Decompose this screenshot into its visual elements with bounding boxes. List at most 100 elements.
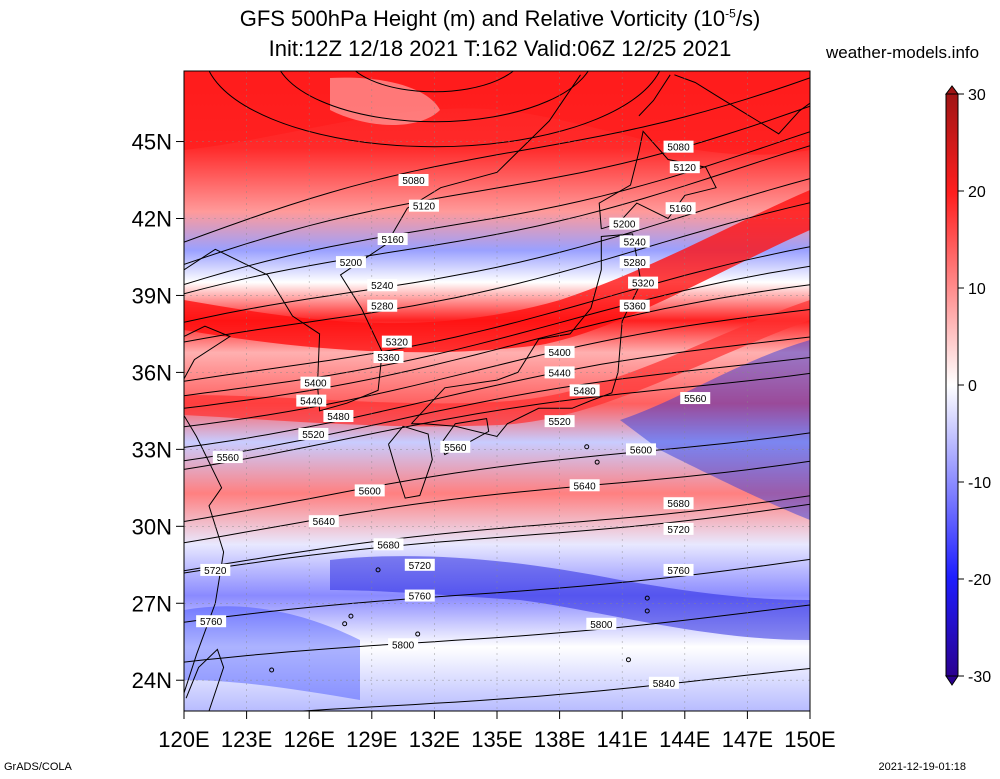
contour-label: 5320 xyxy=(628,276,659,290)
contour-label: 5720 xyxy=(663,522,694,536)
contour-label: 5080 xyxy=(398,174,429,187)
contour-label-box xyxy=(373,538,404,551)
contour-label-box xyxy=(619,299,650,312)
island xyxy=(415,631,421,637)
height-contour xyxy=(184,131,810,286)
lon-label: 144E xyxy=(659,727,710,752)
contour-label: 5080 xyxy=(663,140,694,154)
contour-label: 5120 xyxy=(669,161,700,174)
footer-credit: GrADS/COLA xyxy=(4,761,72,773)
contour-label-box xyxy=(663,563,694,576)
contour-label-text: 5720 xyxy=(204,566,227,577)
contour-label-box xyxy=(569,479,600,492)
contour-label-text: 5440 xyxy=(548,368,571,379)
vorticity-field: 5080 5120 5160 5200 5240 5280 5320 5360 5400 5440… xyxy=(184,71,810,711)
contour-label: 5200 xyxy=(335,256,366,269)
contour-label: 5840 xyxy=(648,676,679,690)
contour-label-text: 5080 xyxy=(667,143,690,154)
contour-label-box xyxy=(381,335,412,348)
contour-label-text: 5080 xyxy=(402,176,425,187)
contour-label-text: 5320 xyxy=(632,279,655,290)
height-contour xyxy=(184,460,810,544)
contour-label: 5440 xyxy=(296,394,327,408)
lat-label: 36N xyxy=(132,360,172,385)
contour-label-box xyxy=(308,515,339,528)
contour-label-text: 5600 xyxy=(359,486,382,497)
contour-label: 5520 xyxy=(544,415,575,428)
contour-label-box xyxy=(367,299,398,312)
coastline xyxy=(598,130,717,230)
contour-label-text: 5600 xyxy=(630,445,653,456)
island xyxy=(644,595,650,601)
contour-label: 5160 xyxy=(665,202,696,215)
contour-label-box xyxy=(663,140,694,153)
contour-label: 5280 xyxy=(619,256,650,269)
contour-label: 5760 xyxy=(663,563,694,577)
contour-label: 5400 xyxy=(544,345,575,359)
low-contour-ring xyxy=(354,71,515,93)
height-contour xyxy=(184,105,810,265)
island xyxy=(625,657,631,663)
contour-label-box xyxy=(619,256,650,269)
height-contour xyxy=(184,372,810,470)
colorbar-label: -30 xyxy=(968,669,991,686)
coastline xyxy=(638,74,671,117)
colorbar-bottom-arrow xyxy=(945,675,959,686)
colorbar-label: 30 xyxy=(968,87,986,104)
lon-label: 141E xyxy=(597,727,648,752)
map-title: GFS 500hPa Height (m) and Relative Vorti… xyxy=(239,6,761,31)
coastline xyxy=(440,418,490,456)
colorbar: 30 20 10 0 -10 -20 -30 xyxy=(945,85,991,686)
contour-label-text: 5120 xyxy=(413,202,436,213)
contour-label-box xyxy=(544,366,575,379)
contour-label: 5640 xyxy=(308,515,339,528)
coastline xyxy=(674,74,810,135)
contour-label-box xyxy=(663,522,694,535)
colorbar-label: 0 xyxy=(968,378,977,395)
lon-label: 132E xyxy=(409,727,460,752)
contour-label: 5280 xyxy=(367,299,398,313)
contour-label: 5560 xyxy=(680,392,711,405)
contour-label-box xyxy=(373,351,404,364)
contour-label: 5760 xyxy=(196,615,227,628)
map-subtitle: Init:12Z 12/18 2021 T:162 Valid:06Z 12/2… xyxy=(268,36,732,61)
contour-label: 5560 xyxy=(440,440,471,454)
lon-label: 135E xyxy=(471,727,522,752)
lon-label: 123E xyxy=(221,727,272,752)
contour-label-box xyxy=(298,427,329,440)
contour-label-text: 5360 xyxy=(624,302,647,313)
island xyxy=(375,567,381,573)
contour-label-text: 5760 xyxy=(667,566,690,577)
contour-label: 5480 xyxy=(569,384,600,397)
lat-label: 45N xyxy=(132,130,172,155)
contour-label: 5120 xyxy=(408,199,439,213)
contour-label-text: 5720 xyxy=(667,525,690,536)
contour-label-text: 5280 xyxy=(624,258,647,269)
contour-label-text: 5120 xyxy=(674,163,697,174)
contour-label-box xyxy=(404,558,435,571)
contour-label: 5600 xyxy=(354,484,385,497)
contour-label-text: 5360 xyxy=(377,353,400,364)
contour-label: 5760 xyxy=(404,589,435,603)
contour-label: 5200 xyxy=(609,217,640,231)
height-contour xyxy=(184,558,810,623)
height-contour xyxy=(184,178,810,323)
height-contour xyxy=(184,265,810,397)
lon-label: 150E xyxy=(784,727,835,752)
contour-label-text: 5560 xyxy=(444,443,467,454)
contour-label-box xyxy=(335,256,366,269)
contour-label-box xyxy=(440,440,471,453)
contour-label-text: 5800 xyxy=(590,620,613,631)
contour-label-text: 5800 xyxy=(392,640,415,651)
height-contour xyxy=(184,356,810,462)
contour-label: 5800 xyxy=(388,638,419,651)
contour-label-box xyxy=(625,443,656,456)
low-contour-ring xyxy=(279,71,589,123)
contour-label-box xyxy=(569,384,600,397)
contour-label-box xyxy=(200,563,231,576)
contour-label-box xyxy=(609,217,640,230)
contour-label-text: 5480 xyxy=(327,412,350,423)
island xyxy=(348,613,354,619)
